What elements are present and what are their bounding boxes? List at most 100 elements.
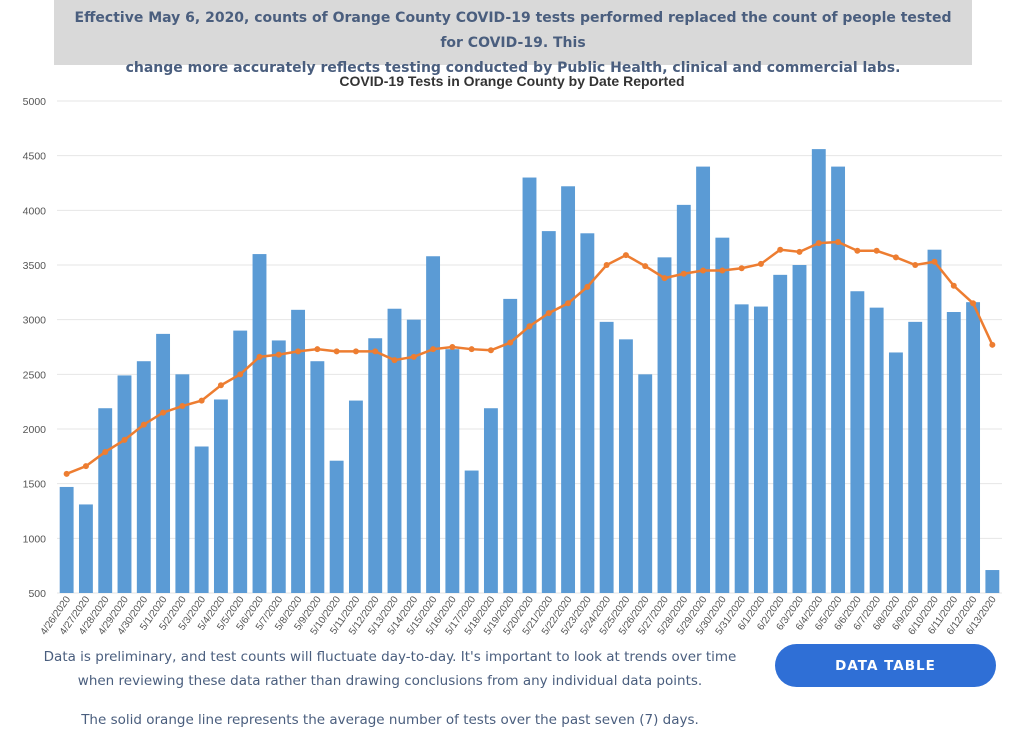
- average-point: [719, 267, 725, 273]
- disclaimer-line-1: Data is preliminary, and test counts wil…: [30, 645, 750, 669]
- bar: [214, 399, 228, 593]
- average-point: [662, 275, 668, 281]
- bar: [889, 352, 903, 593]
- bar: [542, 231, 556, 593]
- bar: [812, 149, 826, 593]
- disclaimer-line-2: when reviewing these data rather than dr…: [30, 669, 750, 693]
- y-tick-label: 2000: [23, 424, 47, 436]
- bar: [272, 340, 286, 593]
- average-point: [604, 262, 610, 268]
- bar: [523, 178, 537, 593]
- average-point: [218, 382, 224, 388]
- bar: [484, 408, 498, 593]
- average-point: [430, 346, 436, 352]
- bar: [947, 312, 961, 593]
- bar: [677, 205, 691, 593]
- average-point: [932, 259, 938, 265]
- average-point: [951, 283, 957, 289]
- bar: [137, 361, 151, 593]
- average-point: [83, 463, 89, 469]
- bar: [696, 167, 710, 593]
- average-point: [488, 347, 494, 353]
- average-point: [334, 348, 340, 354]
- average-point: [507, 340, 513, 346]
- bar: [831, 167, 845, 593]
- bar: [928, 250, 942, 593]
- bar: [118, 375, 132, 593]
- average-point: [777, 247, 783, 253]
- y-tick-label: 5000: [23, 96, 47, 108]
- bar: [735, 304, 749, 593]
- y-tick-label: 3000: [23, 315, 47, 327]
- average-point: [739, 265, 745, 271]
- average-point: [64, 471, 70, 477]
- average-point: [257, 354, 263, 360]
- average-point: [854, 248, 860, 254]
- average-point: [314, 346, 320, 352]
- y-tick-label: 1500: [23, 479, 47, 491]
- bar: [985, 570, 999, 593]
- average-point: [276, 352, 282, 358]
- average-point: [584, 284, 590, 290]
- average-point: [681, 271, 687, 277]
- bar: [368, 338, 382, 593]
- bar: [619, 339, 633, 593]
- average-point: [970, 300, 976, 306]
- y-tick-label: 4500: [23, 151, 47, 163]
- average-point: [623, 252, 629, 258]
- y-tick-label: 1000: [23, 533, 47, 545]
- bar: [600, 322, 614, 593]
- average-point: [141, 422, 147, 428]
- tests-chart: 5001000150020002500300035004000450050004…: [0, 0, 1024, 640]
- bar: [388, 309, 402, 593]
- bar: [638, 374, 652, 593]
- bar: [407, 320, 421, 593]
- y-tick-label: 4000: [23, 205, 47, 217]
- average-point: [527, 323, 533, 329]
- average-line-note: The solid orange line represents the ave…: [30, 708, 750, 732]
- average-point: [372, 348, 378, 354]
- disclaimer-note: Data is preliminary, and test counts wil…: [30, 645, 750, 693]
- average-point: [893, 254, 899, 260]
- average-point: [295, 348, 301, 354]
- y-tick-label: 3500: [23, 260, 47, 272]
- bar: [715, 238, 729, 593]
- average-point: [700, 267, 706, 273]
- average-point: [102, 449, 108, 455]
- bar: [195, 446, 209, 593]
- bar: [561, 186, 575, 593]
- bar: [773, 275, 787, 593]
- average-point: [237, 371, 243, 377]
- average-point: [565, 300, 571, 306]
- average-point: [160, 410, 166, 416]
- average-point: [179, 403, 185, 409]
- bar: [426, 256, 440, 593]
- bar: [60, 487, 74, 593]
- bar: [850, 291, 864, 593]
- bar: [793, 265, 807, 593]
- average-point: [835, 239, 841, 245]
- bar: [79, 504, 93, 593]
- data-table-button[interactable]: DATA TABLE: [775, 644, 996, 687]
- average-point: [546, 310, 552, 316]
- bar: [98, 408, 112, 593]
- average-point: [912, 262, 918, 268]
- average-point: [411, 354, 417, 360]
- average-point: [642, 263, 648, 269]
- average-point: [816, 240, 822, 246]
- bar: [330, 461, 344, 593]
- bar: [465, 471, 479, 593]
- bar: [445, 349, 459, 593]
- bar: [870, 308, 884, 593]
- average-point: [989, 342, 995, 348]
- bar: [966, 302, 980, 593]
- average-point: [199, 398, 205, 404]
- average-point: [758, 261, 764, 267]
- average-point: [122, 437, 128, 443]
- average-point: [797, 249, 803, 255]
- average-point: [469, 346, 475, 352]
- bar: [754, 307, 768, 593]
- bar: [349, 401, 363, 593]
- average-point: [353, 348, 359, 354]
- bar: [253, 254, 267, 593]
